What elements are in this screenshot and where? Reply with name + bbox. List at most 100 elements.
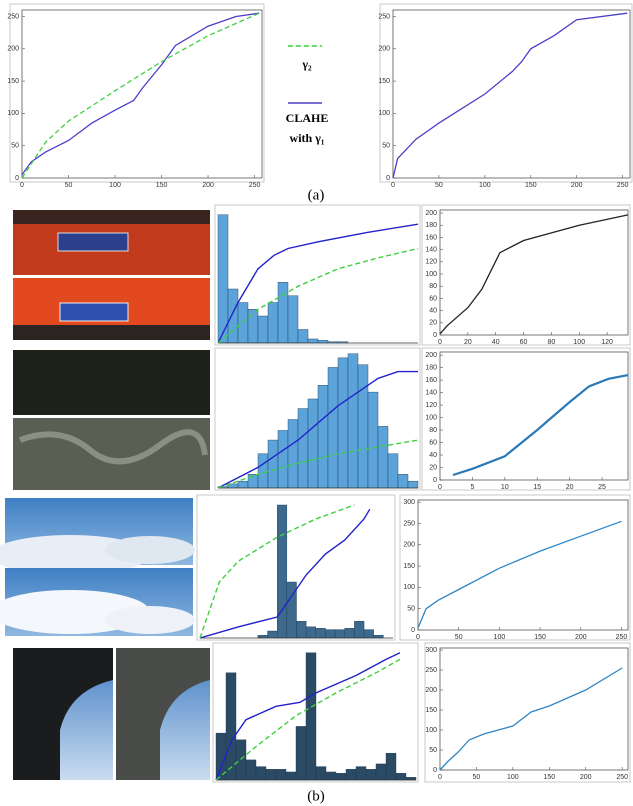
y-tick-label: 150 [378,78,390,85]
histogram-bar [257,453,269,489]
x-tick-label: 60 [520,339,528,346]
series-line [21,12,260,176]
series-line [392,12,628,179]
histogram-bar [275,769,287,781]
x-tick-label: 0 [20,182,24,189]
x-tick-label: 0 [416,634,420,641]
histogram-bar [277,504,288,639]
x-tick-label: 250 [249,182,261,189]
x-tick-label: 100 [573,339,585,346]
y-tick-label: 180 [425,222,437,229]
histogram-bar [395,773,407,781]
x-tick-label: 250 [616,774,628,781]
y-tick-label: 250 [7,13,19,20]
histogram-bar [335,773,347,781]
x-tick-label: 50 [473,774,481,781]
x-tick-label: 250 [617,182,629,189]
histogram-bar [307,338,319,344]
histogram-bar [257,635,268,639]
y-tick-label: 150 [403,563,415,570]
y-tick-label: 100 [425,271,437,278]
x-tick-label: 40 [492,339,500,346]
histogram-bar [363,629,374,639]
histogram-bar [407,480,419,489]
y-tick-label: 100 [7,110,19,117]
x-tick-label: 150 [525,182,537,189]
x-tick-label: 100 [109,182,121,189]
x-tick-label: 25 [598,484,606,491]
histogram-bar [373,635,384,639]
y-tick-label: 50 [407,606,415,613]
y-tick-label: 180 [425,364,437,371]
chart-frame [379,3,633,183]
x-tick-label: 5 [470,484,474,491]
photo-plate [13,210,210,340]
plot-area [439,209,629,336]
histogram-bar [297,329,309,344]
histogram-bar [377,426,389,489]
y-tick-label: 80 [429,283,437,290]
histogram-bar [325,629,336,639]
histogram-bar [257,315,269,344]
histogram-bar [375,763,387,781]
histogram-bar [317,385,329,489]
series-line [21,12,260,179]
histogram-bar [296,621,307,639]
y-tick-label: 200 [425,210,437,217]
legend-entry: CLAHE with γ₁ [286,111,329,145]
x-tick-label: 200 [571,182,583,189]
y-tick-label: 20 [429,464,437,471]
y-tick-label: 250 [403,520,415,527]
histogram-bar [367,391,379,489]
chart-frame [399,494,631,641]
y-tick-label: 120 [425,259,437,266]
x-tick-label: 100 [507,774,519,781]
histogram-bar [285,771,297,781]
x-tick-label: 150 [534,634,546,641]
photo-roof [13,648,210,780]
photo-relief [13,350,210,490]
y-tick-label: 0 [433,767,437,774]
x-tick-label: 10 [501,484,509,491]
series-line [199,508,371,639]
y-tick-label: 150 [7,78,19,85]
legend-label: γ₂ [302,57,312,71]
y-tick-label: 100 [425,414,437,421]
histogram-bar [345,769,357,781]
histogram-bar [267,302,279,344]
y-tick-label: 200 [425,352,437,359]
histogram-bar [387,453,399,489]
y-tick-label: 100 [403,584,415,591]
histogram-bar [347,353,359,489]
y-tick-label: 200 [7,46,19,53]
y-tick-label: 60 [429,439,437,446]
y-tick-label: 200 [403,542,415,549]
x-tick-label: 100 [494,634,506,641]
y-tick-label: 250 [425,667,437,674]
series-line [217,247,419,344]
y-tick-label: 160 [425,234,437,241]
y-tick-label: 250 [378,13,390,20]
y-tick-label: 0 [386,175,390,182]
histogram-bar [317,340,329,344]
chart-frame [424,642,631,783]
histogram-bar [397,474,409,489]
histogram-bar [337,357,349,489]
histogram-bar [255,766,267,781]
y-tick-label: 50 [382,143,390,150]
x-tick-label: 20 [566,484,574,491]
x-tick-label: 150 [543,774,555,781]
legend-entry: γ₂ [302,57,312,71]
histogram-bar [227,288,239,344]
histogram-bar [355,766,367,781]
series-line [439,667,623,771]
histogram-bar [305,652,317,781]
series-line [439,214,629,335]
histogram-bar [277,430,289,489]
series-line [217,439,419,489]
histogram-bar [247,309,259,344]
plot-area [417,499,629,631]
x-tick-label: 150 [156,182,168,189]
y-tick-label: 0 [433,477,437,484]
